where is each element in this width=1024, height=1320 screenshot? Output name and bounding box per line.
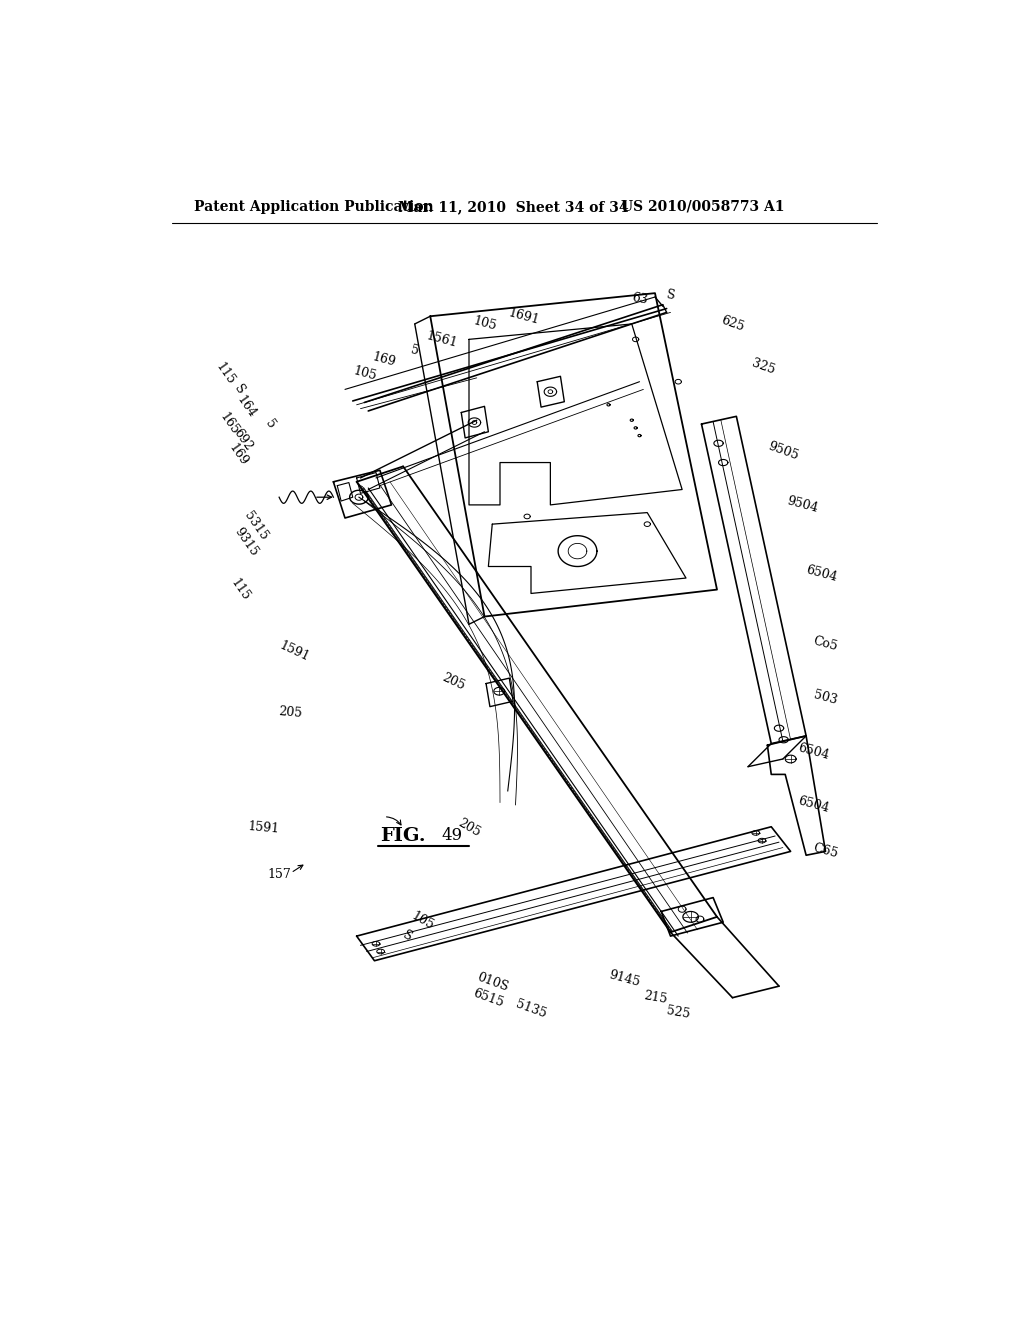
Text: 205: 205 [456,817,482,840]
Text: 215: 215 [642,989,668,1006]
Text: 525: 525 [666,1005,691,1022]
Text: 5: 5 [410,343,420,358]
Text: US 2010/0058773 A1: US 2010/0058773 A1 [621,199,784,214]
Text: 5315: 5315 [242,510,270,544]
Text: 115: 115 [213,360,237,388]
Text: 010S: 010S [475,970,510,994]
Text: Patent Application Publication: Patent Application Publication [194,199,433,214]
Text: 625: 625 [719,314,745,334]
Text: 105: 105 [351,364,378,383]
Text: S: S [400,928,414,944]
Text: 503: 503 [812,688,839,706]
Text: 1591: 1591 [278,639,311,664]
Text: 63: 63 [631,290,648,306]
Text: 6504: 6504 [797,741,830,762]
Text: 6515: 6515 [471,986,506,1010]
Text: 325: 325 [751,356,777,376]
Text: 115: 115 [228,576,253,603]
Text: 169: 169 [226,441,250,469]
Text: 6504: 6504 [797,795,830,816]
Text: S: S [666,288,676,302]
Text: 105: 105 [409,909,436,932]
Text: 9145: 9145 [607,968,641,989]
Text: 165: 165 [217,411,241,437]
Text: 205: 205 [279,705,303,721]
Text: 9315: 9315 [231,525,260,558]
Text: 9504: 9504 [785,495,819,515]
Text: 49: 49 [442,828,463,845]
Text: S: S [231,383,247,396]
Text: 1691: 1691 [506,306,541,326]
Text: C65: C65 [811,842,840,861]
Text: 105: 105 [471,314,498,334]
Text: 1591: 1591 [247,821,280,836]
Text: Mar. 11, 2010  Sheet 34 of 34: Mar. 11, 2010 Sheet 34 of 34 [397,199,629,214]
Text: 5135: 5135 [514,998,548,1020]
Text: 1561: 1561 [425,329,459,350]
Text: 6504: 6504 [805,564,839,585]
Text: 169: 169 [371,351,397,370]
Text: FIG.: FIG. [380,828,426,845]
Text: Co5: Co5 [812,634,840,653]
Text: 205: 205 [440,671,467,693]
Text: 692: 692 [230,426,255,453]
Text: 5: 5 [262,417,278,432]
Text: 164: 164 [233,393,258,420]
Text: 9505: 9505 [766,440,800,462]
Text: 157: 157 [267,869,291,880]
